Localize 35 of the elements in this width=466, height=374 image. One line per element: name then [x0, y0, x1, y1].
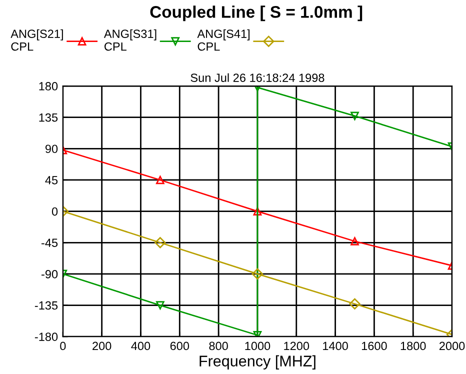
x-tick-label: 400 [131, 342, 150, 350]
chart-subtitle: Sun Jul 26 16:18:24 1998 [190, 73, 324, 82]
x-tick-label: 1000 [245, 342, 270, 350]
y-tick-label: -180 [34, 332, 58, 341]
point [350, 112, 359, 120]
x-axis-title: Frequency [MHZ] [200, 355, 316, 370]
point [156, 301, 164, 310]
y-tick-label: 90 [45, 144, 58, 154]
point [252, 268, 264, 280]
point [154, 237, 166, 248]
y-tick-label: -45 [42, 238, 58, 248]
y-tick-label: 180 [39, 82, 58, 90]
x-tick-label: 2000 [439, 342, 465, 350]
x-tick-label: 800 [209, 342, 228, 350]
x-tick-label: 1400 [323, 342, 348, 350]
x-tick-label: 0 [60, 342, 66, 350]
x-tick-label: 200 [92, 342, 112, 350]
x-tick-label: 1800 [400, 342, 426, 350]
point [350, 237, 359, 246]
legend-label: ANG[S41] CPL [197, 29, 250, 51]
y-tick-label: -90 [42, 270, 58, 278]
y-tick-label: -135 [34, 301, 58, 310]
chart-title: Coupled Line [ S = 1.0mm ] [150, 6, 362, 22]
point [349, 298, 360, 310]
legend-label: ANG[S31] CPL [104, 29, 156, 51]
y-tick-label: 0 [52, 207, 58, 216]
x-tick-label: 1600 [362, 342, 387, 350]
y-tick-label: 45 [45, 176, 58, 184]
point [156, 176, 164, 184]
legend-label: ANG[S21] CPL [10, 29, 63, 51]
x-tick-label: 1200 [284, 342, 310, 350]
x-tick-label: 600 [170, 342, 190, 350]
line-series [62, 86, 452, 337]
y-tick-label: 135 [39, 113, 58, 122]
point [253, 207, 262, 216]
